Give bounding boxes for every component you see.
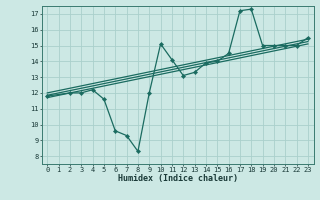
X-axis label: Humidex (Indice chaleur): Humidex (Indice chaleur) bbox=[118, 174, 237, 183]
